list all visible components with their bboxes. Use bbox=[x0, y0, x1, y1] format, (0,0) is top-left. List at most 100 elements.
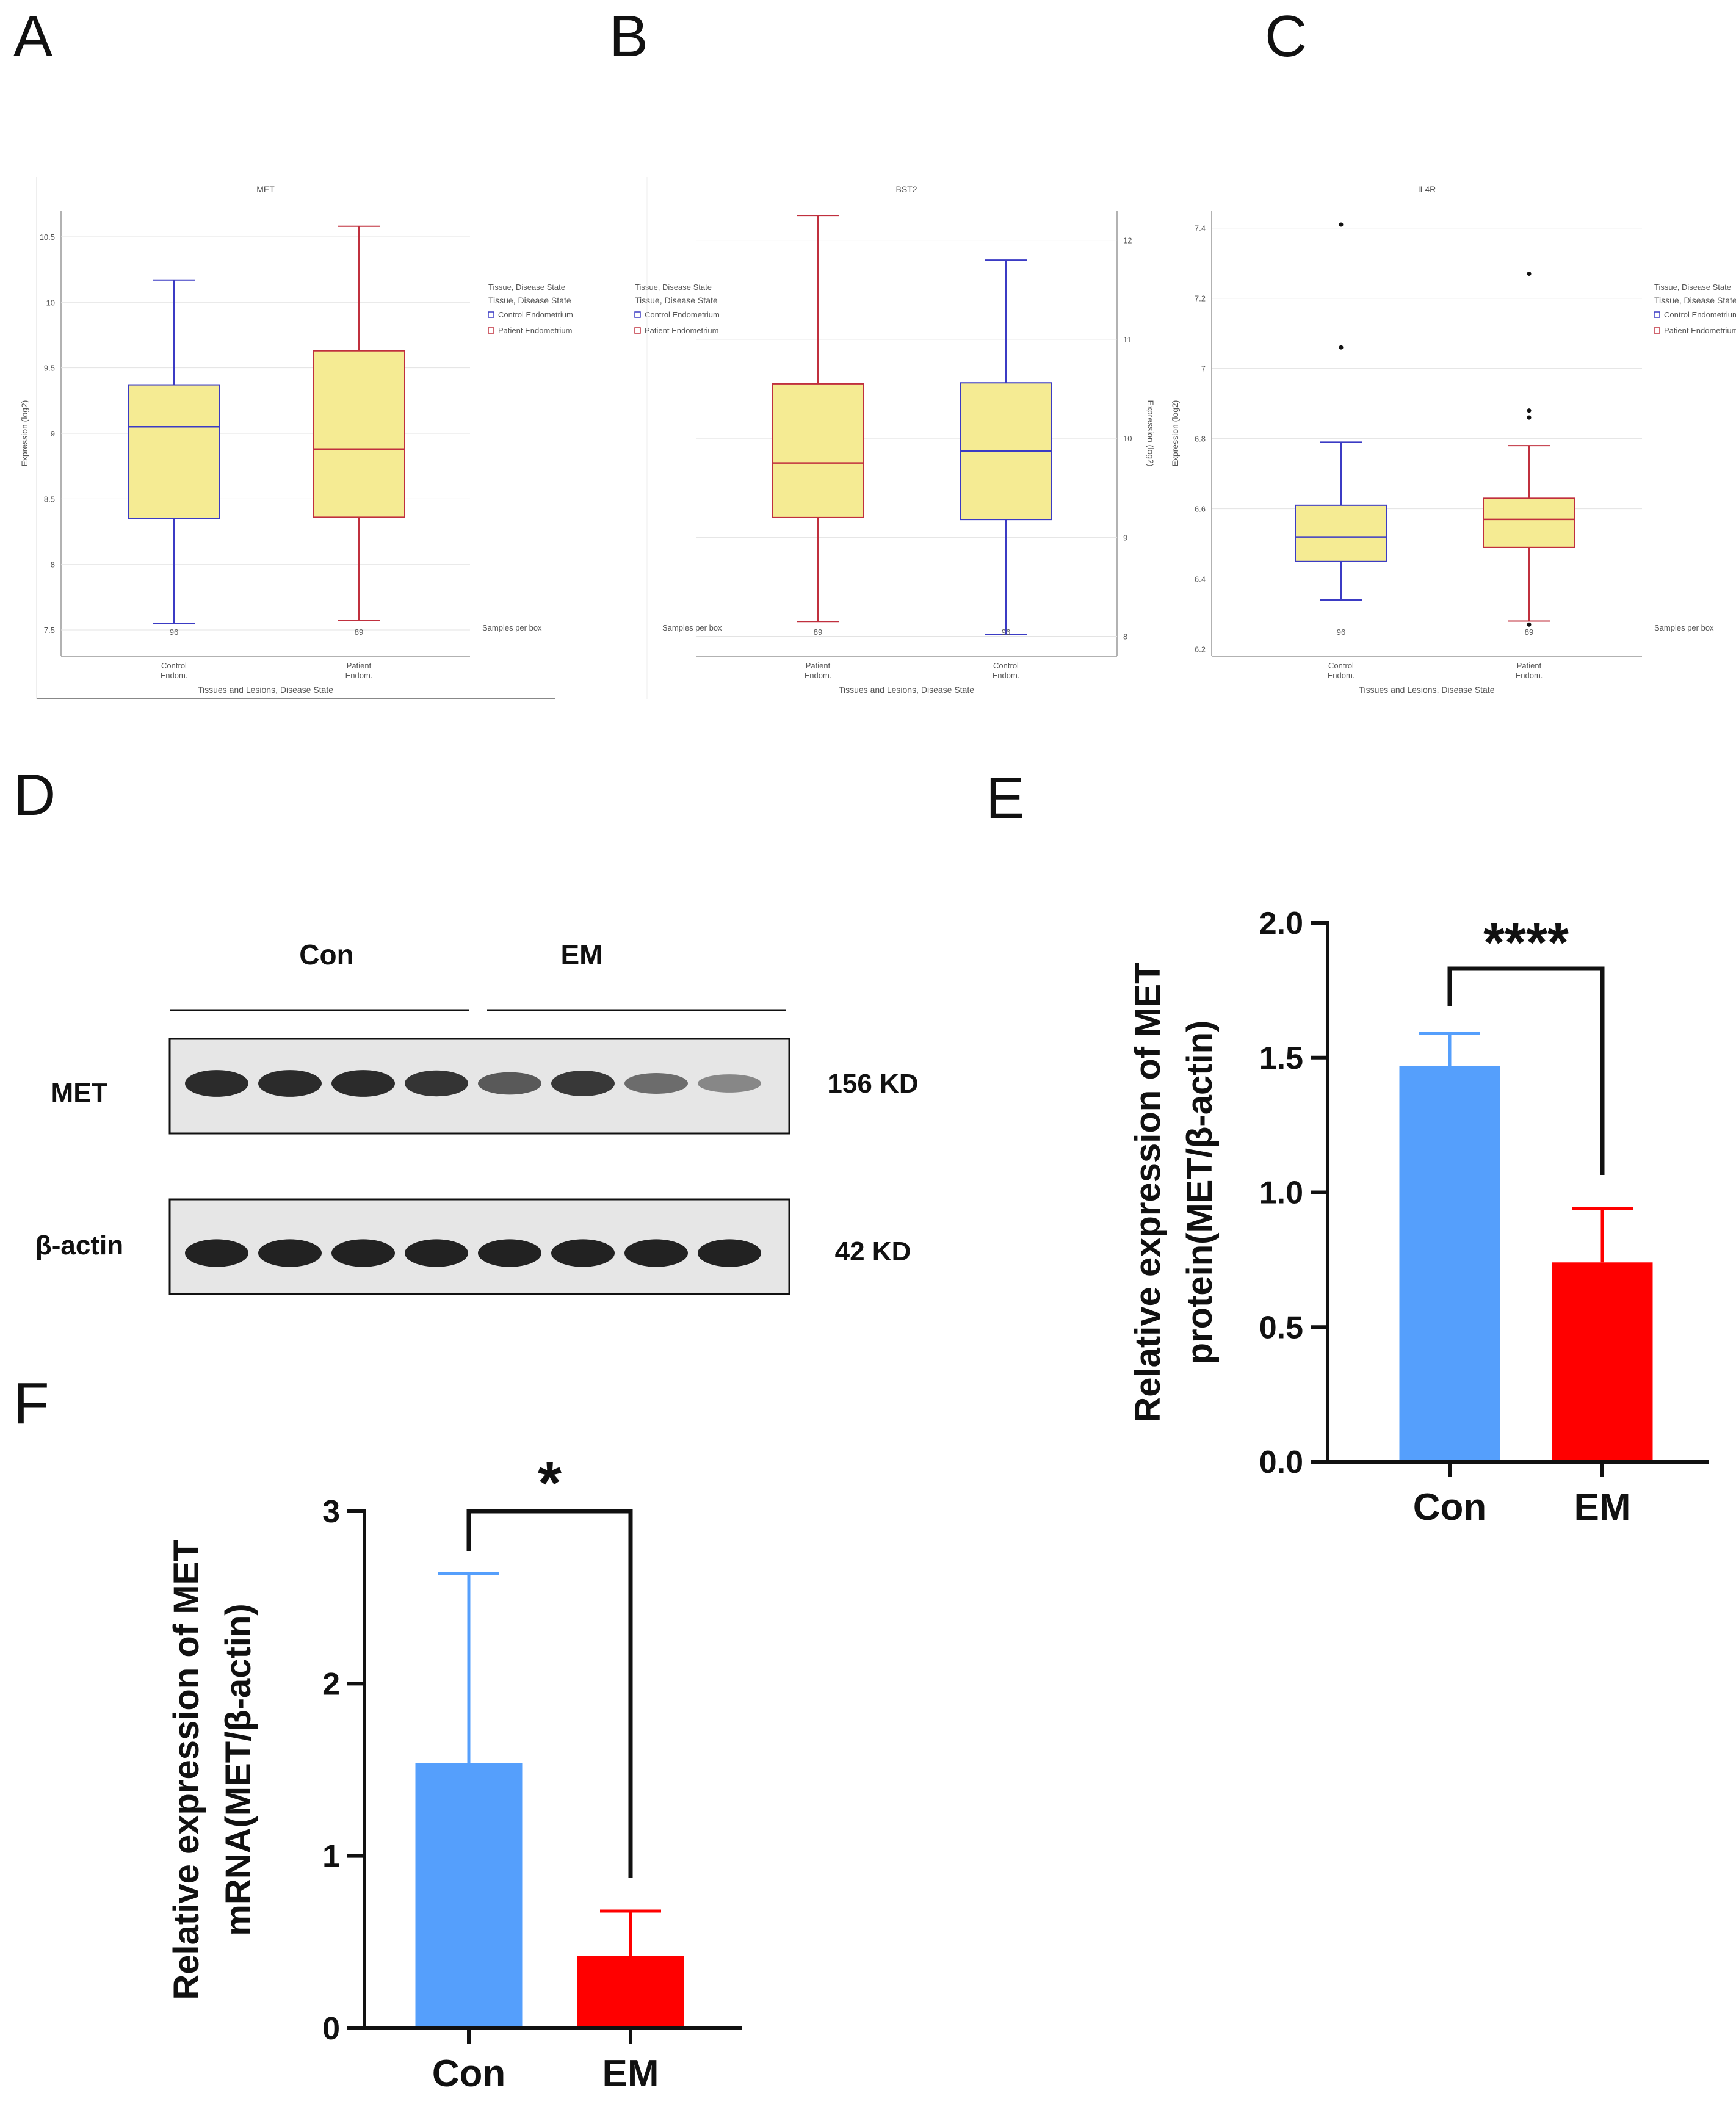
x-axis-label: Tissues and Lesions, Disease State bbox=[839, 685, 974, 695]
barchart-E: 0.0 0.5 1.0 1.5 2.0 Con EM **** Relative express… bbox=[1128, 906, 1709, 1528]
y-tick-label: 7.5 bbox=[44, 626, 55, 635]
chart-title: BST2 bbox=[895, 184, 917, 194]
bar bbox=[577, 1956, 684, 2026]
box-iqr bbox=[313, 350, 405, 518]
y-tick-label: 2.0 bbox=[1259, 906, 1303, 941]
group-label-con: Con bbox=[299, 939, 353, 970]
y-tick-label: 10 bbox=[46, 298, 55, 307]
legend-subtitle: Tissue, Disease State bbox=[1654, 295, 1736, 305]
y-tick-label: 2 bbox=[322, 1666, 340, 1702]
bar bbox=[415, 1763, 523, 2026]
y-tick-label: 6.6 bbox=[1195, 505, 1206, 514]
y-tick-label: 0.5 bbox=[1259, 1310, 1303, 1345]
legend-item: Patient Endometrium bbox=[645, 326, 718, 335]
y-tick-label: 1 bbox=[322, 1839, 340, 1874]
blot-band bbox=[331, 1070, 395, 1097]
x-category-label: Patient bbox=[806, 661, 831, 670]
samples-per-box-label: Samples per box bbox=[1654, 623, 1714, 632]
x-category-label: Con bbox=[1413, 1486, 1487, 1528]
x-category-label: Patient bbox=[347, 661, 372, 670]
y-tick-label: 0 bbox=[322, 2011, 340, 2047]
barchart-F: 0 1 2 3 Con EM * Relative expression of MET mRNA… bbox=[167, 1449, 742, 2095]
y-tick-label: 9 bbox=[51, 429, 55, 438]
protein-label: MET bbox=[51, 1078, 108, 1108]
y-axis-label-line1: Relative expression of MET bbox=[167, 1539, 206, 2000]
y-tick-label: 7.4 bbox=[1195, 224, 1206, 233]
legend-swatch bbox=[634, 327, 641, 334]
blot-band bbox=[478, 1072, 541, 1095]
y-tick-label: 1.5 bbox=[1259, 1041, 1303, 1076]
y-tick-label: 3 bbox=[322, 1494, 340, 1530]
sample-count: 96 bbox=[1002, 627, 1010, 637]
legend-swatch bbox=[1654, 311, 1660, 318]
group-label-em: EM bbox=[561, 939, 603, 970]
x-category-label-2: Endom. bbox=[161, 671, 188, 680]
bar bbox=[1552, 1262, 1653, 1460]
legend-item: Patient Endometrium bbox=[498, 326, 572, 335]
significance-bracket bbox=[466, 1509, 633, 1878]
significance-bracket bbox=[1447, 966, 1605, 1175]
legend-item: Control Endometrium bbox=[645, 310, 720, 319]
outlier-point bbox=[1527, 408, 1532, 413]
y-tick-label: 9 bbox=[1123, 533, 1127, 542]
blot-band bbox=[624, 1239, 688, 1267]
panel-label-e: E bbox=[986, 765, 1025, 831]
x-category-label: Control bbox=[993, 661, 1019, 670]
box-iqr bbox=[1295, 504, 1387, 562]
outlier-point bbox=[1339, 222, 1344, 227]
box-iqr bbox=[128, 384, 220, 519]
x-category-label-2: Endom. bbox=[993, 671, 1020, 680]
y-tick-label: 8 bbox=[51, 560, 55, 569]
legend-swatch bbox=[488, 311, 494, 318]
y-tick-label: 6.8 bbox=[1195, 435, 1206, 444]
y-tick-label: 6.2 bbox=[1195, 645, 1206, 654]
legend-title: Tissue, Disease State bbox=[488, 283, 565, 292]
box-iqr bbox=[772, 383, 864, 518]
legend-item: Control Endometrium bbox=[1664, 310, 1736, 319]
x-axis-label: Tissues and Lesions, Disease State bbox=[1359, 685, 1494, 695]
x-category-label-2: Endom. bbox=[1328, 671, 1355, 680]
legend-item: Control Endometrium bbox=[498, 310, 573, 319]
sample-count: 89 bbox=[355, 627, 363, 637]
y-tick-label: 0.0 bbox=[1259, 1445, 1303, 1480]
x-category-label: Patient bbox=[1517, 661, 1542, 670]
y-tick-label: 1.0 bbox=[1259, 1176, 1303, 1211]
x-category-label-2: Endom. bbox=[345, 671, 373, 680]
bar bbox=[1399, 1065, 1500, 1460]
box-iqr bbox=[1483, 497, 1575, 548]
blot-band bbox=[551, 1071, 615, 1096]
boxplot-C: 6.2 6.4 6.6 6.8 7 7.2 7.4 IL4R Expression (log2)… bbox=[1170, 184, 1736, 695]
y-tick-label: 9.5 bbox=[44, 364, 55, 373]
y-tick-label: 6.4 bbox=[1195, 575, 1206, 584]
legend-swatch bbox=[488, 327, 494, 334]
x-category-label: Control bbox=[1328, 661, 1354, 670]
legend-item: Patient Endometrium bbox=[1664, 326, 1736, 335]
y-tick-label: 7 bbox=[1201, 364, 1206, 374]
blot-band bbox=[551, 1239, 615, 1267]
panel-label-f: F bbox=[13, 1371, 49, 1436]
outlier-point bbox=[1527, 271, 1532, 276]
outlier-point bbox=[1339, 345, 1344, 350]
samples-per-box-label: Samples per box bbox=[662, 623, 722, 632]
samples-per-box-label: Samples per box bbox=[482, 623, 542, 632]
protein-size-label: 156 KD bbox=[827, 1069, 918, 1099]
panel-label-d: D bbox=[13, 762, 56, 828]
panel-label-a: A bbox=[13, 4, 53, 69]
significance-marker: * bbox=[538, 1449, 562, 1517]
y-axis-label: Expression (log2) bbox=[20, 400, 29, 467]
boxplot-A: 7.5 8 8.5 9 9.5 10 10.5 MET Expression (log2) Tis… bbox=[20, 184, 573, 695]
blot-band bbox=[405, 1239, 468, 1267]
y-tick-label: 8.5 bbox=[44, 494, 55, 504]
x-category-label: EM bbox=[1574, 1486, 1631, 1528]
chart-title: IL4R bbox=[1418, 184, 1436, 194]
sample-count: 96 bbox=[170, 627, 178, 637]
blot-band bbox=[405, 1070, 468, 1097]
y-axis-label: Expression (log2) bbox=[1170, 400, 1180, 467]
blot-band bbox=[331, 1239, 395, 1267]
y-tick-label: 11 bbox=[1123, 335, 1132, 344]
western-blot: Con EM MET 156 KD β-actin 42 KD bbox=[35, 939, 919, 1295]
y-tick-label: 10.5 bbox=[40, 233, 55, 242]
blot-band bbox=[624, 1073, 688, 1094]
x-category-label: EM bbox=[602, 2053, 659, 2095]
y-axis-label-line1: Relative expression of MET bbox=[1128, 962, 1168, 1422]
